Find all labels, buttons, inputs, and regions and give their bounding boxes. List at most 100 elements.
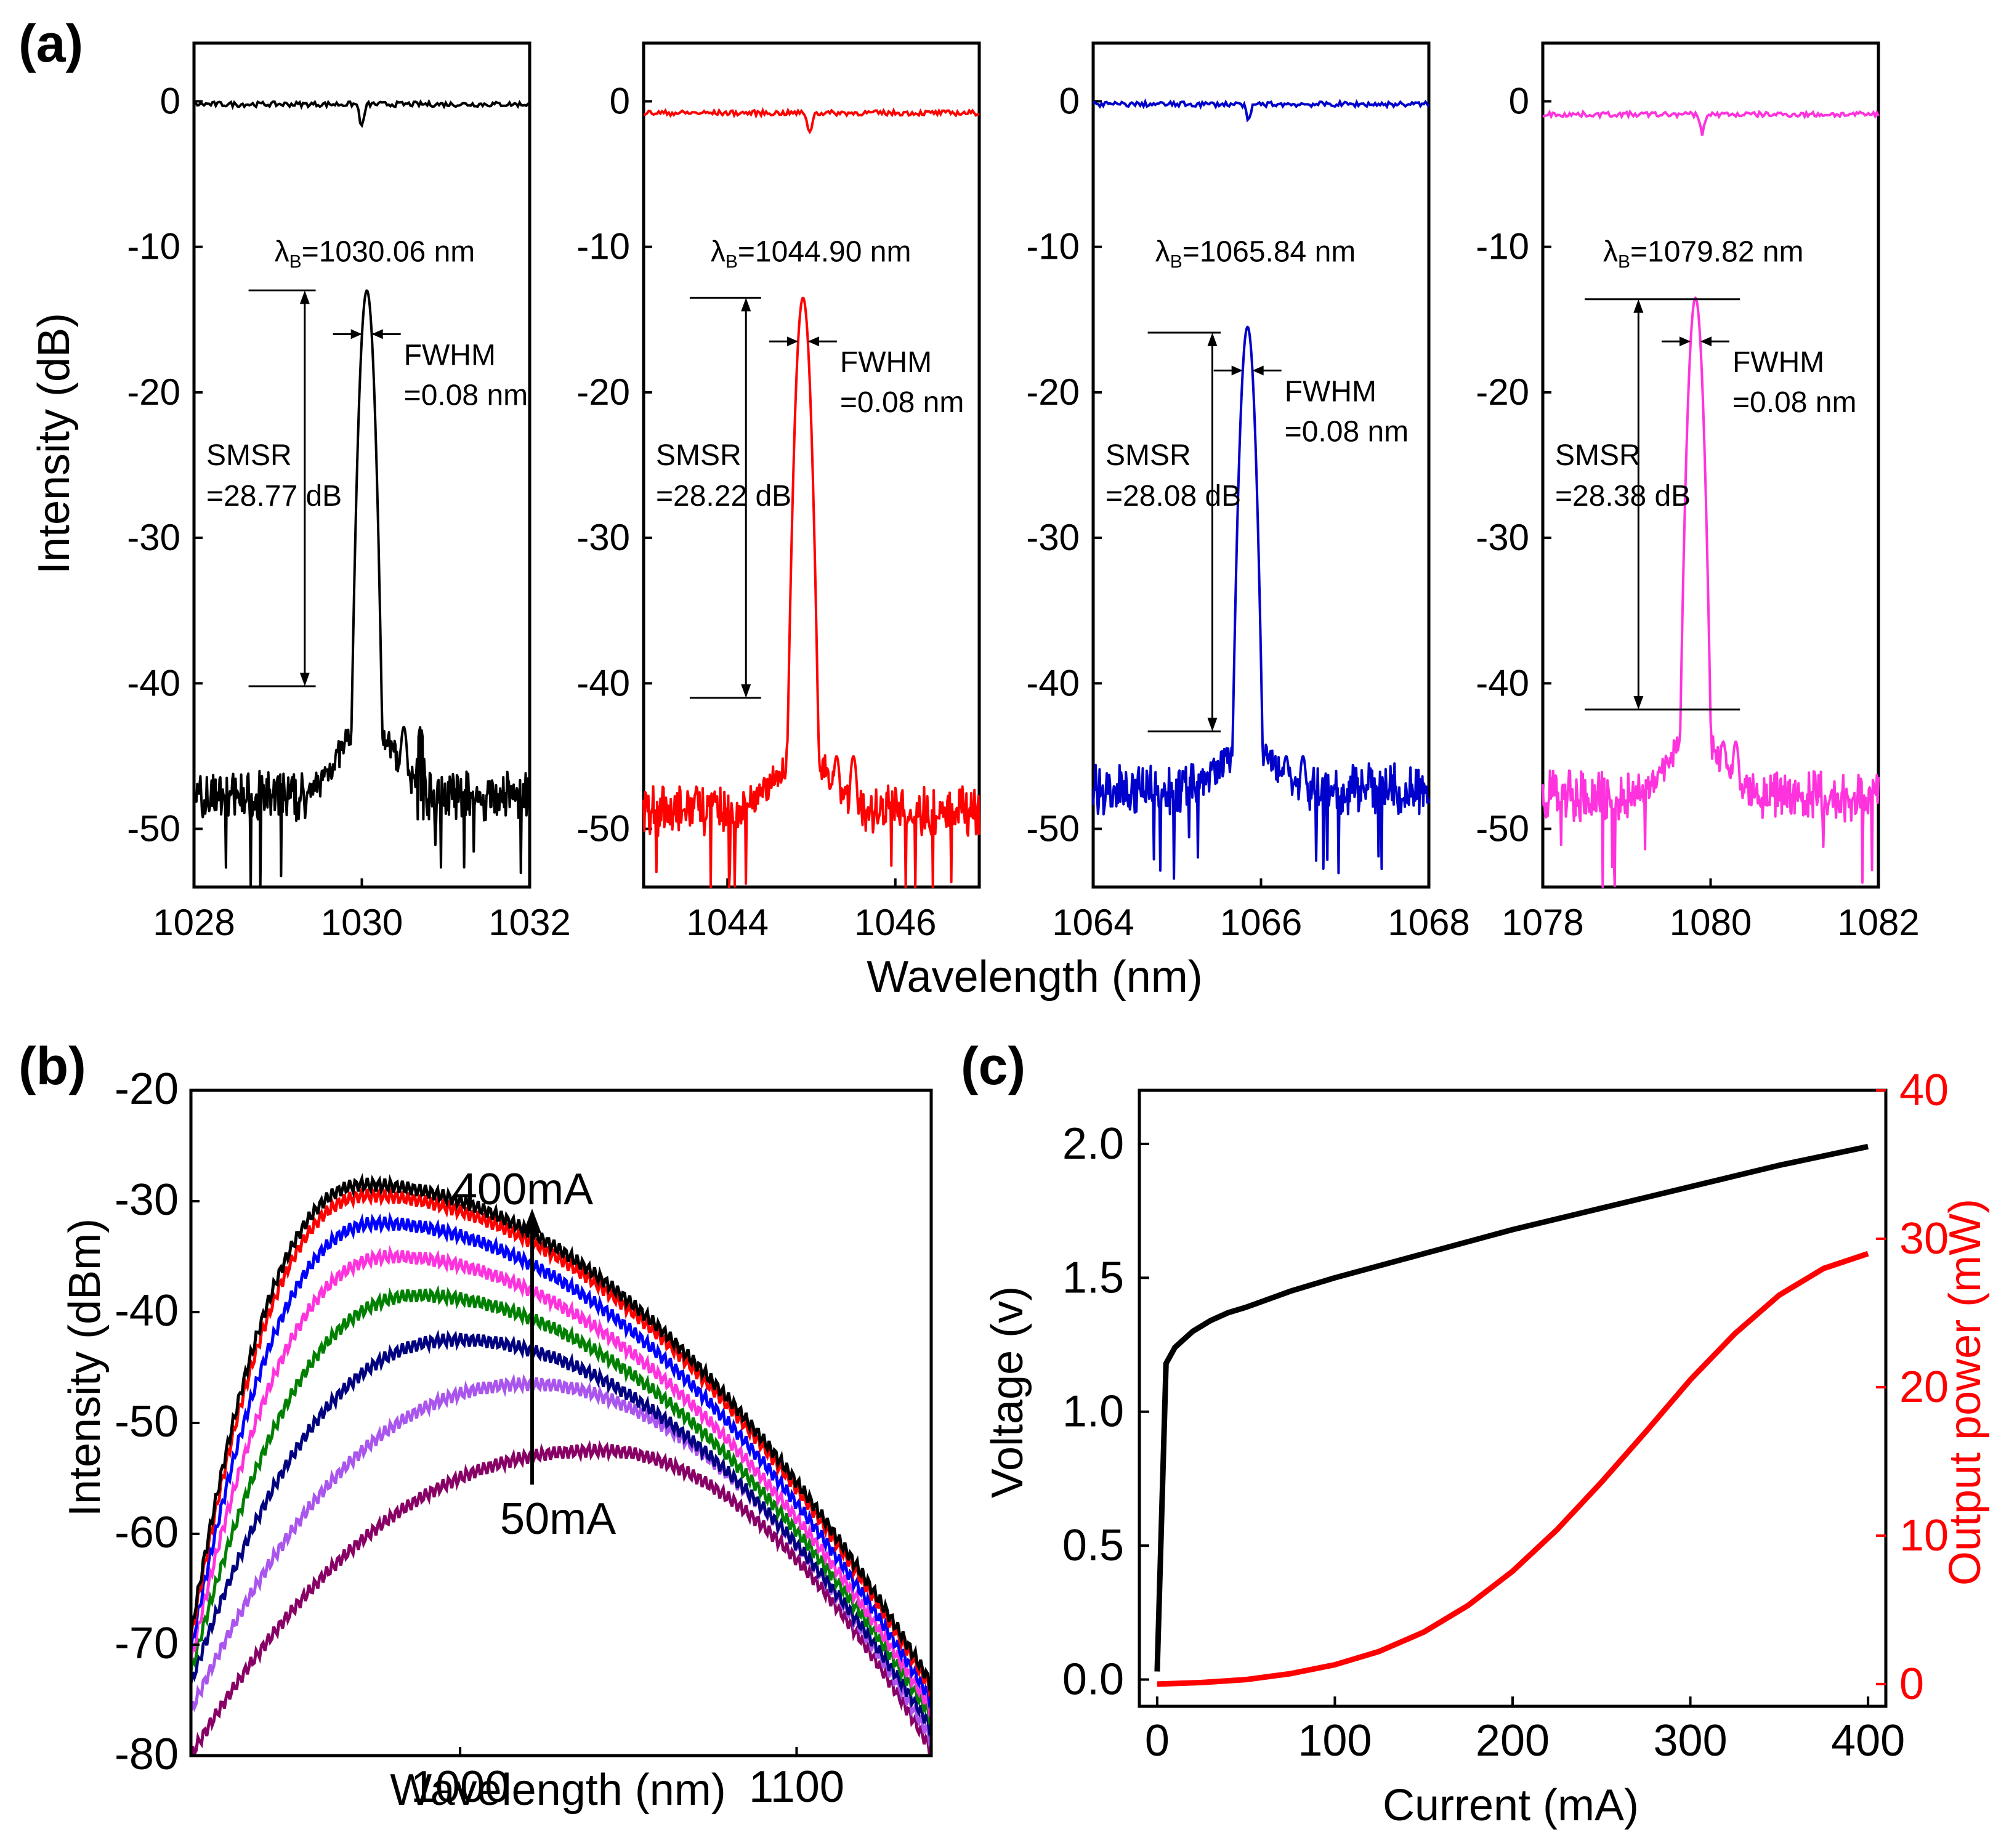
y2-tick-label: 20: [1899, 1363, 1949, 1412]
y-tick-label: -40: [1026, 662, 1080, 703]
x-tick-label: 1028: [153, 902, 235, 943]
y-tick-label: -60: [115, 1508, 179, 1557]
fwhm-label: FWHM: [1732, 346, 1824, 379]
transmission-trace: [1093, 98, 1430, 123]
fwhm-arrowhead-right: [1252, 365, 1264, 376]
y-tick-label: -20: [1476, 371, 1529, 413]
panel-a-x-label: Wavelength (nm): [867, 952, 1203, 1002]
x-tick-label: 1068: [1388, 902, 1469, 943]
y-tick-label: -40: [576, 662, 630, 703]
smsr-label: SMSR: [206, 439, 292, 472]
x-tick-label: 1000: [411, 1762, 509, 1812]
y-tick-label: -50: [1476, 808, 1529, 849]
panel-b-annotation-top: 400mA: [453, 1165, 593, 1214]
y2-tick-label: 30: [1899, 1214, 1949, 1263]
series-100mA: [191, 1373, 931, 1748]
x-tick-label: 1044: [687, 902, 769, 943]
spectrum-trace: [642, 296, 980, 888]
y-tick-label: 0.0: [1062, 1655, 1124, 1704]
x-tick-label: 1080: [1670, 902, 1752, 943]
x-tick-label: 300: [1654, 1716, 1728, 1765]
series-200mA: [191, 1284, 931, 1726]
x-tick-label: 1100: [749, 1762, 844, 1812]
panel-a-spectra: 0 -10 -20 -30 -40 -50 1028 1030 1032 λB=1030.06 n…: [127, 41, 1920, 943]
y2-tick-label: 10: [1899, 1511, 1949, 1560]
smsr-arrowhead-bottom: [1207, 718, 1218, 732]
y-tick-label: -30: [1026, 517, 1080, 558]
smsr-arrowhead-bottom: [741, 684, 751, 698]
series-150mA: [191, 1329, 931, 1737]
panel-b-spectra: -20 -30 -40 -50 -60 -70 -80 1000 1100: [115, 1064, 933, 1812]
panel-b-x-label: Wavelength (nm): [390, 1765, 726, 1815]
spectrum-trace: [1092, 325, 1430, 880]
smsr-label: SMSR: [1555, 439, 1641, 472]
subplot-2: 0 -10 -20 -30 -40 -50 1044 1046 λB=1044.90 nm FWH…: [576, 41, 981, 943]
lambda-label: λB=1030.06 nm: [275, 235, 475, 272]
y2-tick-label: 40: [1899, 1066, 1949, 1115]
y-tick-label: 2.0: [1062, 1119, 1124, 1169]
smsr-label: SMSR: [656, 439, 742, 472]
fwhm-arrowhead-left: [1231, 365, 1243, 376]
y-tick-label: -20: [115, 1064, 179, 1114]
y-tick-label: -40: [1476, 662, 1529, 703]
subplot-3: 0 -10 -20 -30 -40 -50 1064 1066 1068 λB=1065.84 n…: [1026, 41, 1470, 943]
y-tick-label: -30: [576, 517, 630, 558]
smsr-arrowhead-top: [741, 298, 751, 312]
y-tick-label: -10: [1026, 226, 1080, 267]
panel-a-letter: (a): [18, 14, 83, 73]
series-400mA: [191, 1173, 931, 1693]
x-tick-label: 0: [1145, 1716, 1170, 1765]
panel-b-y-label: Intensity (dBm): [60, 1218, 110, 1517]
transmission-trace: [193, 99, 530, 128]
y-tick-label: -10: [1476, 226, 1529, 267]
panel-b-current-arrow: [523, 1209, 541, 1485]
x-tick-label: 200: [1476, 1716, 1550, 1765]
series-350mA: [191, 1184, 931, 1698]
lambda-label: λB=1079.82 nm: [1603, 235, 1804, 272]
smsr-arrowhead-bottom: [1633, 695, 1644, 710]
panel-c-letter: (c): [961, 1037, 1025, 1096]
y-tick-label: -50: [1026, 808, 1080, 849]
smsr-value: =28.08 dB: [1106, 480, 1241, 513]
frame: [1138, 1088, 1888, 1708]
y-tick-label: 0: [160, 80, 180, 121]
fwhm-arrowhead-left: [786, 336, 798, 347]
y-tick-label: -20: [127, 371, 180, 413]
fwhm-label: FWHM: [1285, 375, 1376, 408]
y-tick-label: -30: [127, 517, 180, 558]
fwhm-value: =0.08 nm: [1732, 386, 1856, 419]
subplot-4: 0 -10 -20 -30 -40 -50 1078 1080 1082 λB=1079.82 n…: [1476, 41, 1920, 943]
fwhm-value: =0.08 nm: [404, 379, 528, 411]
y-tick-label: -50: [115, 1397, 179, 1446]
y-tick-label: -10: [576, 226, 630, 267]
x-tick-label: 1064: [1052, 902, 1134, 943]
series-output-power: [1157, 1250, 1869, 1687]
series-50mA: [191, 1440, 931, 1756]
smsr-arrowhead-top: [1207, 333, 1218, 347]
series-300mA: [191, 1212, 931, 1709]
x-tick-label: 400: [1831, 1716, 1905, 1765]
y-tick-label: 1.0: [1062, 1387, 1124, 1437]
y-tick-label: 0: [1509, 80, 1529, 121]
y-tick-label: -50: [127, 808, 180, 849]
fwhm-label: FWHM: [840, 346, 932, 379]
y-tick-label: -40: [127, 662, 180, 703]
x-tick-label: 1030: [321, 902, 403, 943]
panel-b-letter: (b): [18, 1037, 86, 1096]
y-tick-label: -80: [115, 1730, 179, 1779]
y-tick-label: -70: [115, 1619, 179, 1668]
fwhm-arrowhead-right: [1700, 336, 1712, 347]
x-tick-label: 1032: [488, 902, 570, 943]
y-tick-label: 0: [1059, 80, 1080, 121]
smsr-label: SMSR: [1106, 439, 1191, 472]
panel-b-annotation-bottom: 50mA: [500, 1494, 616, 1544]
x-tick-label: 100: [1298, 1716, 1372, 1765]
y2-tick-label: 0: [1899, 1660, 1924, 1709]
y-tick-label: 0.5: [1062, 1521, 1124, 1570]
transmission-trace: [643, 107, 980, 135]
smsr-value: =28.22 dB: [656, 480, 791, 513]
smsr-value: =28.77 dB: [206, 480, 342, 513]
fwhm-label: FWHM: [404, 339, 496, 371]
smsr-arrowhead-bottom: [299, 673, 310, 687]
